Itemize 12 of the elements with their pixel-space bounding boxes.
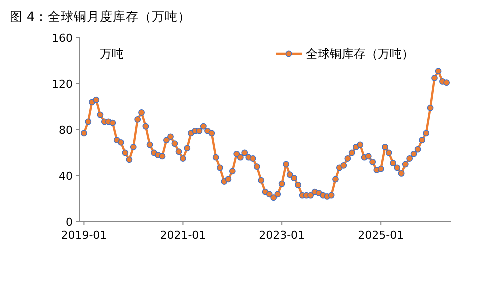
- y-tick-label: 160: [52, 32, 73, 45]
- x-tick-label: 2021-01: [160, 229, 206, 242]
- y-tick-label: 0: [66, 216, 73, 229]
- legend-label: 全球铜库存（万吨）: [306, 47, 414, 62]
- y-tick-label: 120: [52, 78, 73, 91]
- y-tick-label: 40: [59, 170, 73, 183]
- y-tick-label: 80: [59, 124, 73, 137]
- chart-title: 图 4：全球铜月度库存（万吨）: [10, 9, 191, 24]
- x-tick-label: 2025-01: [358, 229, 404, 242]
- x-tick-label: 2019-01: [61, 229, 108, 242]
- x-tick-label: 2023-01: [259, 229, 306, 242]
- y-axis-title: 万吨: [100, 47, 124, 61]
